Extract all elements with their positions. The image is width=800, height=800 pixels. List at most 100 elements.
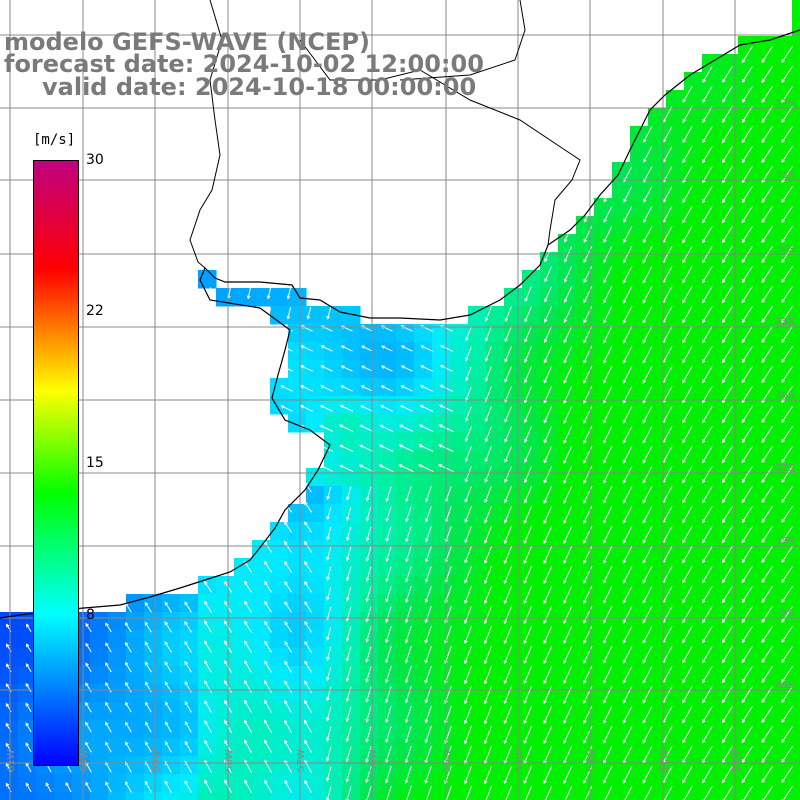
wind-arrow [603,345,613,364]
wind-arrow [781,186,793,203]
wind-cell [558,414,577,433]
wind-cell [198,792,217,800]
wind-cell [522,486,541,505]
wind-cell [450,612,469,631]
wind-cell [288,522,307,541]
wind-cell [198,738,217,757]
wind-cell [252,738,271,757]
wind-cell [504,612,523,631]
wind-cell [684,630,703,649]
wind-cell [594,198,613,217]
wind-cell [648,306,667,325]
wind-arrow [25,742,32,753]
wind-arrow [721,686,733,704]
wind-arrow [721,406,733,424]
wind-cell [504,450,523,469]
wind-arrow [464,486,472,503]
wind-cell [630,738,649,757]
wind-arrow [583,465,593,485]
wind-cell [234,702,253,721]
wind-cell [18,792,37,800]
wind-arrow [563,705,573,725]
wind-cell [720,630,739,649]
wind-arrow [741,726,753,744]
wind-cell [432,342,451,361]
wind-arrow [404,626,412,644]
colorbar [33,160,79,766]
wind-arrow [702,705,713,724]
wind-arrow [741,326,753,344]
wind-arrow [642,345,653,364]
wind-arrow [702,665,713,684]
wind-cell [612,342,631,361]
wind-cell [522,720,541,739]
wind-arrow [543,505,553,525]
wind-arrow [483,725,493,745]
wind-arrow [741,406,753,424]
wind-arrow [602,765,613,784]
wind-cell [774,36,793,55]
wind-arrow [622,685,633,704]
wind-arrow [483,705,493,725]
wind-arrow [125,701,132,713]
wind-arrow [622,465,633,484]
wind-cell [342,378,361,397]
wind-arrow [682,126,693,144]
wind-arrow [439,384,454,392]
wind-arrow [365,606,372,623]
wind-arrow [682,585,693,604]
wind-arrow [424,586,432,604]
wind-cell [216,576,235,595]
wind-cell [342,342,361,361]
wind-arrow [524,306,532,323]
wind-cell [324,774,343,793]
wind-arrow [124,641,132,653]
wind-cell [756,342,775,361]
wind-arrow [358,464,374,472]
wind-arrow [583,645,593,665]
wind-cell [702,504,721,523]
wind-arrow [583,485,593,505]
latitude-label: 38S [775,536,794,547]
wind-cell [306,306,325,325]
wind-arrow [339,464,354,472]
wind-cell [612,648,631,667]
wind-cell [288,594,307,613]
wind-arrow [682,345,693,364]
wind-cell [108,774,127,793]
wind-arrow [781,266,793,283]
wind-arrow [543,326,553,344]
wind-cell [252,792,271,800]
wind-arrow [622,445,633,464]
wind-arrow [642,465,653,484]
wind-cell [324,414,343,433]
wind-cell [774,576,793,595]
wind-cell [396,540,415,559]
wind-cell [666,234,685,253]
wind-cell [720,540,739,559]
wind-cell [684,558,703,577]
wind-cell [432,792,451,800]
wind-arrow [360,365,373,372]
wind-arrow [425,506,432,523]
wind-cell [756,72,775,91]
wind-arrow [244,660,253,673]
wind-arrow [378,464,394,472]
wind-arrow [761,286,773,304]
wind-arrow [325,726,332,742]
wind-arrow [702,345,713,364]
wind-arrow [523,665,533,685]
wind-arrow [721,766,733,784]
wind-cell [756,432,775,451]
wind-arrow [682,545,693,564]
wind-arrow [439,364,454,372]
wind-arrow [622,565,633,584]
wind-cell [396,648,415,667]
wind-cell [594,486,613,505]
wind-cell [666,774,685,793]
wind-cell [540,486,559,505]
wind-cell [450,756,469,775]
wind-cell [648,756,667,775]
wind-cell [756,702,775,721]
